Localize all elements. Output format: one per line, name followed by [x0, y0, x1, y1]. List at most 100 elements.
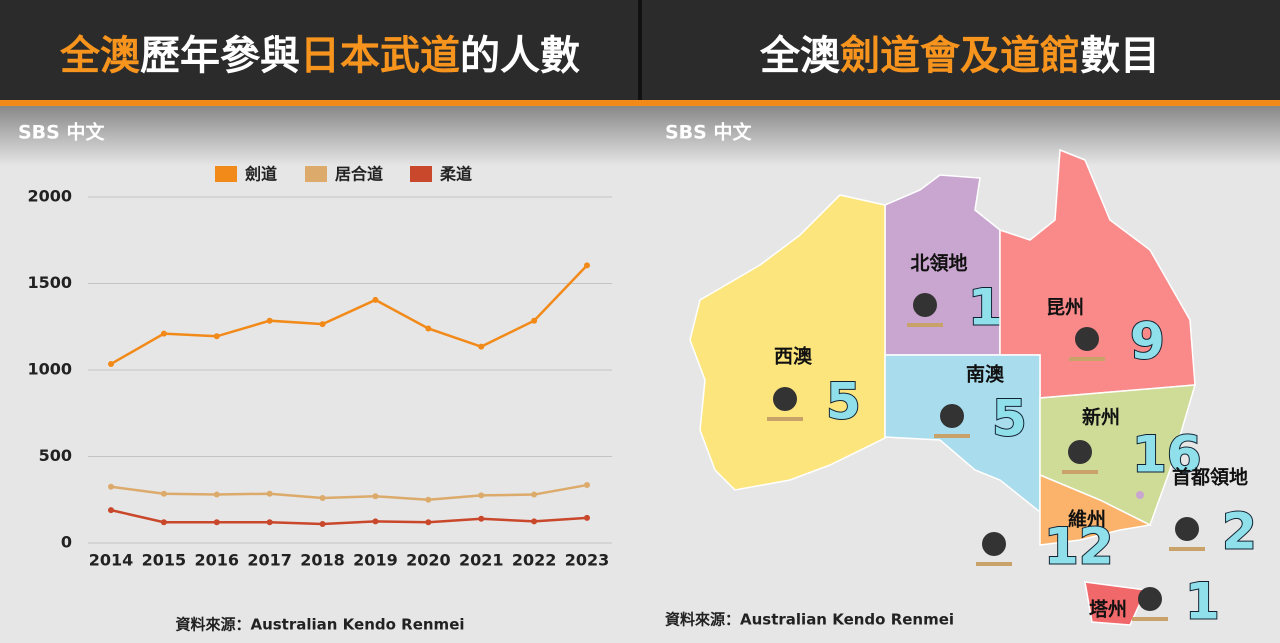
- helmet-icon: [982, 532, 1006, 556]
- legend-label: 劍道: [244, 165, 277, 184]
- point: [584, 482, 590, 489]
- point: [425, 325, 432, 332]
- region-label: 西澳: [774, 345, 813, 368]
- sword-icon: [976, 562, 1012, 566]
- logo: SBS 中文: [665, 121, 752, 144]
- logo: SBS 中文: [18, 121, 105, 144]
- title-part: 日本武道: [300, 33, 460, 79]
- point: [319, 321, 326, 328]
- point: [372, 493, 379, 500]
- count: 9: [1130, 313, 1165, 371]
- title-part: 的人數: [460, 33, 580, 79]
- point: [160, 519, 167, 526]
- point: [160, 490, 167, 497]
- point: [160, 330, 167, 337]
- title-part: 劍道會及道館: [840, 33, 1080, 79]
- source: 資料來源：Australian Kendo Renmei: [665, 611, 954, 629]
- legend-swatch: [410, 166, 432, 182]
- series-line: [110, 508, 588, 526]
- point: [584, 262, 590, 269]
- title-part: 歷年參與: [140, 33, 300, 79]
- sword-icon: [1132, 617, 1168, 621]
- x-tick-label: 2020: [406, 551, 451, 570]
- series-line: [110, 483, 588, 502]
- sword-icon: [1169, 547, 1205, 551]
- point: [425, 519, 432, 526]
- sword-icon: [767, 417, 803, 421]
- count: 16: [1132, 426, 1202, 484]
- helmet-icon: [1138, 587, 1162, 611]
- point: [478, 343, 485, 350]
- helmet-icon: [1075, 327, 1099, 351]
- y-tick-label: 0: [61, 533, 72, 552]
- sword-icon: [934, 434, 970, 438]
- point: [372, 296, 379, 303]
- left-title: 全澳歷年參與日本武道的人數: [59, 33, 580, 79]
- point: [213, 333, 220, 340]
- point: [478, 492, 485, 499]
- count: 1: [968, 279, 1003, 337]
- helmet-icon: [1175, 517, 1199, 541]
- point: [319, 495, 326, 502]
- x-tick-label: 2014: [89, 551, 134, 570]
- legend-swatch: [215, 166, 237, 182]
- point: [108, 507, 114, 514]
- point: [108, 483, 114, 490]
- sword-icon: [1062, 470, 1098, 474]
- region: [689, 194, 886, 491]
- region-label: 塔州: [1089, 598, 1127, 621]
- point: [213, 519, 220, 526]
- x-tick-label: 2015: [142, 551, 187, 570]
- point: [478, 515, 485, 522]
- count: 2: [1222, 503, 1257, 561]
- point: [319, 520, 326, 527]
- region-label: 昆州: [1046, 297, 1084, 319]
- series-line: [110, 264, 588, 366]
- helmet-icon: [1068, 440, 1092, 464]
- x-tick-label: 2016: [195, 551, 240, 570]
- sword-icon: [1069, 357, 1105, 361]
- x-tick-label: 2019: [353, 551, 398, 570]
- point: [531, 491, 538, 498]
- region: [884, 354, 1041, 514]
- point: [584, 514, 590, 521]
- sword-icon: [907, 323, 943, 327]
- point: [425, 496, 432, 503]
- x-tick-label: 2021: [459, 551, 504, 570]
- point: [372, 518, 379, 525]
- helmet-icon: [913, 293, 937, 317]
- helmet-icon: [773, 387, 797, 411]
- y-tick-label: 1500: [27, 273, 72, 292]
- right-title: 全澳劍道會及道館數目: [759, 33, 1160, 79]
- region-label: 新州: [1082, 406, 1120, 429]
- point: [531, 518, 538, 525]
- x-tick-label: 2023: [565, 551, 610, 570]
- source: 資料來源：Australian Kendo Renmei: [175, 616, 464, 634]
- title-part: 全澳: [59, 33, 141, 79]
- y-tick-label: 2000: [27, 187, 72, 206]
- count: 12: [1044, 518, 1114, 576]
- x-tick-label: 2022: [512, 551, 557, 570]
- header-rule: [0, 100, 1280, 106]
- region-label: 首都領地: [1172, 466, 1248, 489]
- title-part: 數目: [1080, 33, 1160, 79]
- y-tick-label: 500: [39, 446, 72, 465]
- count: 5: [826, 373, 861, 431]
- legend-swatch: [305, 166, 327, 182]
- region: [1136, 491, 1144, 499]
- helmet-icon: [940, 404, 964, 428]
- point: [531, 317, 538, 324]
- legend-label: 柔道: [439, 165, 472, 184]
- region: [1084, 581, 1148, 626]
- header-shadow: [0, 106, 1280, 166]
- region-label: 維州: [1068, 508, 1106, 531]
- divider: [638, 0, 642, 100]
- point: [108, 360, 114, 367]
- region-label: 北領地: [910, 252, 967, 275]
- legend-label: 居合道: [335, 165, 383, 184]
- region-label: 南澳: [966, 363, 1005, 386]
- x-tick-label: 2017: [247, 551, 292, 570]
- point: [266, 519, 273, 526]
- point: [213, 491, 220, 498]
- count: 5: [992, 390, 1027, 448]
